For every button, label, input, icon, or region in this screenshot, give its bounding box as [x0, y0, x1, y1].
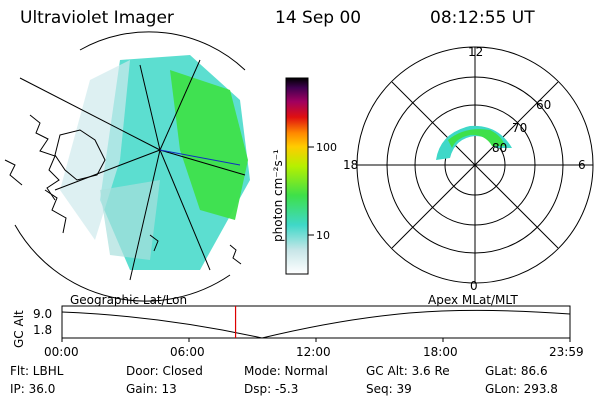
- polar-panel-label: Apex MLat/MLT: [428, 293, 518, 307]
- colorbar-unit-label: photon cm⁻²s⁻¹: [271, 149, 285, 242]
- info-glat: GLat: 86.6: [485, 364, 548, 378]
- alt-ytick-top: 9.0: [33, 307, 53, 321]
- mlt-label-12: 12: [468, 45, 483, 59]
- lat-label-80: 80: [492, 141, 507, 155]
- alt-ylabel: GC Alt: [12, 310, 26, 348]
- mlt-label-0: 0: [470, 279, 478, 293]
- altitude-curve: [61, 309, 571, 339]
- info-ip: IP: 36.0: [10, 382, 56, 396]
- info-gain: Gain: 13: [126, 382, 177, 396]
- alt-xtick-1200: 12:00: [296, 345, 331, 359]
- info-dsp: Dsp: -5.3: [244, 382, 299, 396]
- lat-label-60: 60: [536, 98, 551, 112]
- info-mode: Mode: Normal: [244, 364, 328, 378]
- info-flt: Flt: LBHL: [10, 364, 64, 378]
- alt-xtick-0000: 00:00: [44, 345, 79, 359]
- mlt-label-18: 18: [343, 158, 358, 172]
- altitude-plot: [61, 305, 571, 342]
- info-glon: GLon: 293.8: [485, 382, 558, 396]
- info-door: Door: Closed: [126, 364, 203, 378]
- geo-panel-label: Geographic Lat/Lon: [70, 293, 188, 307]
- alt-ytick-bottom: 1.8: [33, 323, 53, 337]
- polar-panel: 12 6 0 18 60 70 80: [343, 45, 594, 293]
- colorbar: 100 10: [285, 77, 337, 275]
- time-label: 08:12:55 UT: [430, 8, 535, 28]
- date-label: 14 Sep 00: [275, 8, 362, 28]
- instrument-title: Ultraviolet Imager: [20, 8, 174, 28]
- colorbar-gradient: [285, 77, 309, 275]
- mlt-label-6: 6: [578, 158, 586, 172]
- geo-image-panel: [4, 31, 250, 302]
- alt-xtick-2359: 23:59: [549, 345, 584, 359]
- info-seq: Seq: 39: [366, 382, 412, 396]
- colorbar-tick-10: 10: [316, 229, 330, 242]
- alt-xtick-1800: 18:00: [423, 345, 458, 359]
- info-gc-alt: GC Alt: 3.6 Re: [366, 364, 450, 378]
- lat-label-70: 70: [512, 121, 527, 135]
- alt-xtick-0600: 06:00: [170, 345, 205, 359]
- colorbar-tick-100: 100: [316, 141, 337, 154]
